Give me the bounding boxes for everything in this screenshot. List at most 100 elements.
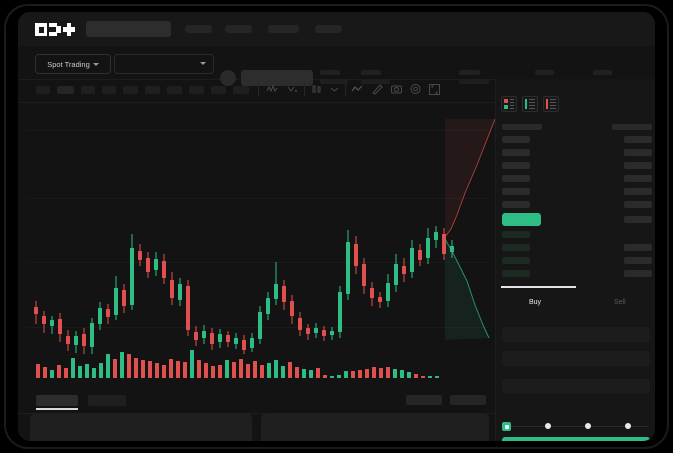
slider-step-3[interactable] <box>625 423 631 429</box>
candlestick <box>97 302 103 330</box>
orderbook-ask-row[interactable] <box>502 201 530 208</box>
tab-buy[interactable]: Buy <box>529 299 542 306</box>
coin-avatar <box>220 70 236 86</box>
candle-body <box>449 246 455 252</box>
orderbook-ask-row[interactable] <box>502 162 530 169</box>
candlestick <box>249 333 255 352</box>
volume-bar <box>85 364 89 378</box>
candle-body <box>401 266 407 274</box>
bottom-panel-right[interactable] <box>261 414 489 441</box>
orderbook-bid-row[interactable] <box>502 270 530 277</box>
orderbook-ask-row[interactable] <box>502 188 530 195</box>
orderbook-ask-row[interactable] <box>502 175 530 182</box>
compare-icon[interactable] <box>286 82 299 96</box>
chart-gridline <box>26 198 488 199</box>
volume-bar <box>379 368 383 378</box>
draw-tool-icon[interactable] <box>371 82 384 96</box>
candle-body <box>57 319 63 334</box>
more-chevron-icon[interactable] <box>328 82 341 96</box>
amount-slider[interactable] <box>502 420 650 432</box>
candle-body <box>433 232 439 240</box>
candlestick <box>233 333 239 349</box>
snapshot-icon[interactable] <box>390 82 403 96</box>
volume-bar <box>120 352 124 378</box>
orderbook-ask-row[interactable] <box>502 149 530 156</box>
slider-step-2[interactable] <box>585 423 591 429</box>
volume-bar <box>176 361 180 378</box>
bottom-panel-left[interactable] <box>30 414 252 441</box>
candlestick <box>377 292 383 308</box>
orderbook-last-price-row[interactable] <box>502 213 541 226</box>
total-field[interactable] <box>502 379 650 394</box>
timeframe-10[interactable] <box>233 86 249 94</box>
timeframe-9[interactable] <box>211 86 226 94</box>
orderbook-view-modes <box>501 96 559 112</box>
timeframe-6[interactable] <box>145 86 160 94</box>
line-chart-icon[interactable] <box>351 82 364 96</box>
sidebar-item-nav-4[interactable] <box>315 25 342 33</box>
candle-body <box>345 242 351 294</box>
bottom-pill-2[interactable] <box>450 395 486 405</box>
slider-step-1[interactable] <box>545 423 551 429</box>
volume-bar <box>253 361 257 378</box>
orderbook-mode-bids-icon[interactable] <box>522 96 538 112</box>
volume-bar <box>190 350 194 378</box>
bottom-pill-1[interactable] <box>406 395 442 405</box>
timeframe-3[interactable] <box>81 86 95 94</box>
volume-bar <box>400 370 404 378</box>
candle-body <box>81 334 87 346</box>
orderbook-bid-row[interactable] <box>502 257 530 264</box>
candle-body <box>49 320 55 326</box>
tab-open-orders[interactable] <box>36 395 78 406</box>
timeframe-2[interactable] <box>57 86 74 94</box>
fullscreen-icon[interactable] <box>428 82 441 96</box>
sidebar-item-nav-3[interactable] <box>268 25 299 33</box>
price-chart[interactable] <box>18 102 495 387</box>
candlestick <box>329 327 335 340</box>
chart-gridline <box>26 262 488 263</box>
candlestick <box>89 318 95 354</box>
sidebar-item-nav-2[interactable] <box>225 25 252 33</box>
volume-bar <box>309 370 313 378</box>
volume-bar <box>113 359 117 378</box>
candle-type-icon[interactable] <box>310 82 323 96</box>
timeframe-5[interactable] <box>123 86 138 94</box>
okx-logo-icon[interactable] <box>35 23 75 36</box>
depth-ask-area <box>445 119 495 237</box>
timeframe-1[interactable] <box>36 86 50 94</box>
orderbook-ask-row[interactable] <box>502 136 530 143</box>
logo-glyph-k <box>49 23 61 36</box>
tab-order-history[interactable] <box>88 395 126 406</box>
slider-handle[interactable] <box>502 422 511 431</box>
slider-track[interactable] <box>506 425 648 427</box>
orderbook-mode-asks-icon[interactable] <box>543 96 559 112</box>
sidebar-item-nav-1[interactable] <box>185 25 212 33</box>
toolbar-divider <box>304 83 305 96</box>
indicator-icon[interactable] <box>266 82 279 96</box>
candle-body <box>393 264 399 285</box>
volume-bar <box>99 363 103 378</box>
search-input[interactable] <box>86 21 171 37</box>
orderbook-mode-both-icon[interactable] <box>501 96 517 112</box>
candle-body <box>313 328 319 333</box>
orderbook-header-right <box>612 124 652 130</box>
volume-bar <box>134 358 138 378</box>
tab-sell[interactable]: Sell <box>614 299 626 306</box>
candle-body <box>33 307 39 314</box>
trading-pair-selector[interactable] <box>114 54 214 74</box>
price-field[interactable] <box>502 327 650 342</box>
volume-bar <box>260 365 264 378</box>
depth-bid-line <box>444 238 490 339</box>
timeframe-7[interactable] <box>167 86 182 94</box>
orderbook-bid-row[interactable] <box>502 231 530 238</box>
timeframe-4[interactable] <box>102 86 116 94</box>
orderbook-size-row <box>624 188 652 195</box>
timeframe-8[interactable] <box>189 86 204 94</box>
candlestick <box>385 274 391 307</box>
settings-icon[interactable] <box>409 82 422 96</box>
amount-field[interactable] <box>502 351 650 366</box>
place-buy-order-button[interactable] <box>502 437 650 441</box>
candle-body <box>257 312 263 339</box>
orderbook-bid-row[interactable] <box>502 244 530 251</box>
trading-mode-selector[interactable]: Spot Trading <box>35 54 111 74</box>
